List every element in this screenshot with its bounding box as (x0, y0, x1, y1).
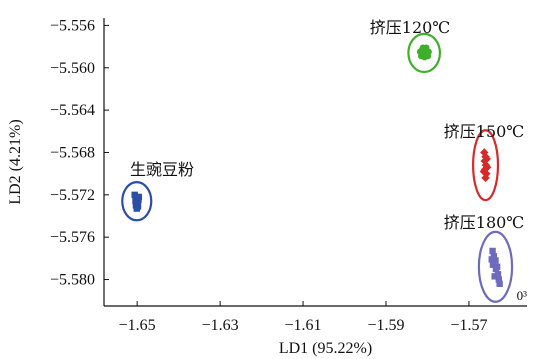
x-tick-label: −1.63 (202, 317, 239, 334)
data-point (489, 261, 497, 268)
x-axis-title: LD1 (95.22%) (279, 340, 372, 357)
y-tick-label: −5.556 (50, 17, 95, 34)
y-axis-title: LD2 (4.21%) (7, 119, 24, 204)
y-tick-label: −5.572 (50, 187, 95, 204)
y-tick-label: −5.564 (50, 102, 95, 119)
y-tick-label: −5.576 (50, 229, 95, 246)
points (131, 44, 503, 287)
group-label: 挤压180℃ (444, 213, 524, 232)
data-point (133, 205, 140, 212)
x-axis-exponent: 0³ (517, 288, 528, 303)
group-labels: 生豌豆粉 挤压120℃ 挤压150℃ 挤压180℃ (130, 18, 524, 232)
data-point (496, 280, 503, 287)
data-point (494, 271, 502, 278)
group-label: 挤压150℃ (444, 122, 524, 141)
y-tick-label: −5.568 (50, 144, 95, 161)
group-label: 挤压120℃ (370, 18, 450, 37)
y-tick-label: −5.560 (50, 60, 95, 77)
y-tick-label: −5.580 (50, 272, 95, 289)
axes (103, 18, 527, 307)
confidence-ellipse (407, 32, 442, 74)
x-tick-label: −1.61 (285, 317, 322, 334)
data-point (488, 256, 495, 263)
data-point (489, 247, 496, 255)
x-tick-label: −1.57 (450, 317, 487, 334)
data-point (491, 273, 498, 280)
ellipses (121, 32, 514, 303)
x-tick-label: −1.65 (119, 317, 156, 334)
data-point (492, 257, 499, 264)
confidence-ellipse (477, 230, 514, 303)
data-point (482, 163, 492, 172)
confidence-ellipse (121, 181, 153, 222)
data-point (135, 193, 143, 201)
group-label: 生豌豆粉 (130, 160, 194, 179)
ticks: −1.65 −1.63 −1.61 −1.59 −1.57 −5.556 −5.560 −5.… (50, 17, 487, 334)
data-point (481, 173, 490, 183)
confidence-ellipse (471, 129, 500, 202)
data-point (424, 52, 432, 60)
x-tick-label: −1.59 (367, 317, 404, 334)
data-point (423, 44, 430, 51)
data-point (495, 276, 502, 283)
data-point (493, 263, 501, 271)
data-point (482, 154, 491, 164)
